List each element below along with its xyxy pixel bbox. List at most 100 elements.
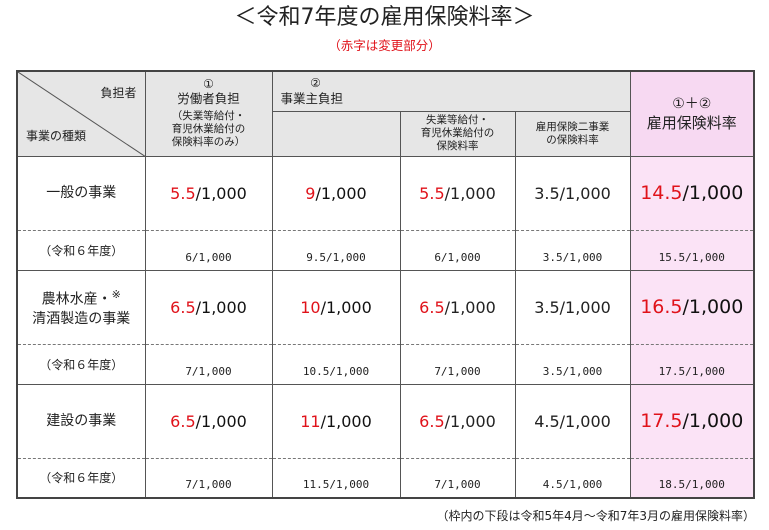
- previous-total-rate: 17.5/1,000: [629, 343, 755, 385]
- rate-table: 負担者 事業の種類 ① 労働者負担 （失業等給付・ 育児休業給付の 保険料率のみ…: [16, 70, 756, 499]
- previous-total-rate: 18.5/1,000: [629, 457, 755, 499]
- worker-rate: 6.5/1,000: [144, 383, 273, 459]
- previous-sub1-rate: 7/1,000: [399, 343, 516, 385]
- worker-rate-suffix: /1,000: [195, 411, 247, 431]
- category-cell: 農林水産・※ 清酒製造の事業: [16, 269, 146, 345]
- employer-sub2-rate: 3.5/1,000: [514, 155, 631, 231]
- sub1-rate-suffix: /1,000: [444, 411, 496, 431]
- sub1-rate-changed: 6.5: [419, 411, 445, 431]
- corner-payer-label: 負担者: [100, 86, 137, 100]
- worker-rate: 6.5/1,000: [144, 269, 273, 345]
- worker-note-line3: 保険料率のみ）: [171, 136, 246, 149]
- previous-employer-rate: 11.5/1,000: [271, 457, 401, 499]
- employer-header: ② 事業主負担: [271, 70, 631, 112]
- previous-year-label: （令和６年度）: [16, 229, 146, 271]
- employer-sub2-rate: 3.5/1,000: [514, 269, 631, 345]
- page-title: ＜令和7年度の雇用保険料率＞: [234, 5, 535, 30]
- corner-header: 負担者 事業の種類: [16, 70, 146, 157]
- employer-rate-changed: 11: [300, 411, 321, 431]
- worker-rate-changed: 6.5: [170, 411, 196, 431]
- worker-note-line2: 育児休業給付の: [171, 123, 246, 136]
- total-rate-changed: 17.5: [640, 410, 683, 432]
- worker-rate: 5.5/1,000: [144, 155, 273, 231]
- employer-sub1-rate: 6.5/1,000: [399, 269, 516, 345]
- previous-sub2-rate: 4.5/1,000: [514, 457, 631, 499]
- diagonal-line-icon: [18, 72, 146, 157]
- category-label: 建設の事業: [46, 413, 117, 429]
- category-cell: 一般の事業: [16, 155, 146, 231]
- total-rate: 14.5/1,000: [629, 155, 755, 231]
- category-label: 農林水産・: [41, 291, 112, 308]
- total-rate-changed: 16.5: [640, 296, 683, 318]
- previous-total-rate: 15.5/1,000: [629, 229, 755, 271]
- worker-rate-changed: 5.5: [170, 183, 196, 203]
- employer-rate-changed: 10: [300, 297, 321, 317]
- total-rate: 16.5/1,000: [629, 269, 755, 345]
- worker-rate-suffix: /1,000: [195, 297, 247, 317]
- previous-year-label: （令和６年度）: [16, 457, 146, 499]
- total-rate-suffix: /1,000: [682, 296, 744, 318]
- previous-employer-rate: 9.5/1,000: [271, 229, 401, 271]
- previous-worker-rate: 6/1,000: [144, 229, 273, 271]
- table-row: 建設の事業 6.5/1,000 11/1,000 6.5/1,000 4.5/1…: [16, 383, 755, 459]
- employer-rate: 11/1,000: [271, 383, 401, 459]
- header-subrow: 失業等給付・ 育児休業給付の 保険料率 雇用保険二事業 の保険料率: [17, 110, 754, 157]
- employer-number: ②: [310, 75, 321, 90]
- employer-sub2-rate: 4.5/1,000: [514, 383, 631, 459]
- total-rate-changed: 14.5: [640, 182, 683, 204]
- previous-employer-rate: 10.5/1,000: [271, 343, 401, 385]
- table-row-previous: （令和６年度） 7/1,000 10.5/1,000 7/1,000 3.5/1…: [16, 343, 755, 385]
- total-header: ①＋② 雇用保険料率: [629, 70, 755, 157]
- corner-business-label: 事業の種類: [26, 128, 87, 143]
- worker-rate-changed: 6.5: [170, 297, 196, 317]
- employer-rate-suffix: /1,000: [315, 183, 367, 203]
- employer-rate: 9/1,000: [271, 155, 401, 231]
- employer-sub1-rate: 6.5/1,000: [399, 383, 516, 459]
- previous-sub1-rate: 7/1,000: [399, 457, 516, 499]
- table-row-previous: （令和６年度） 7/1,000 11.5/1,000 7/1,000 4.5/1…: [16, 457, 755, 499]
- page-subtitle: （赤字は変更部分）: [328, 38, 441, 53]
- employer-rate: 10/1,000: [271, 269, 401, 345]
- worker-header: ① 労働者負担 （失業等給付・ 育児休業給付の 保険料率のみ）: [144, 70, 273, 157]
- worker-rate-suffix: /1,000: [195, 183, 247, 203]
- sub1-line2: 育児休業給付の: [420, 127, 495, 139]
- previous-sub2-rate: 3.5/1,000: [514, 343, 631, 385]
- total-label: 雇用保険料率: [646, 113, 737, 132]
- employer-sub2-header: 雇用保険二事業 の保険料率: [514, 110, 631, 157]
- employer-rate-changed: 9: [305, 183, 316, 203]
- category-note-mark: ※: [111, 287, 121, 301]
- sub1-line3: 保険料率: [436, 140, 479, 152]
- sub2-line1: 雇用保険二事業: [535, 120, 610, 133]
- total-rate-suffix: /1,000: [682, 182, 744, 204]
- previous-sub1-rate: 6/1,000: [399, 229, 516, 271]
- employer-sub1-header: 失業等給付・ 育児休業給付の 保険料率: [399, 110, 516, 157]
- category-label-line2: 清酒製造の事業: [32, 311, 131, 328]
- employer-sub1-rate: 5.5/1,000: [399, 155, 516, 231]
- employer-label: 事業主負担: [280, 90, 344, 106]
- employer-rate-suffix: /1,000: [320, 411, 372, 431]
- total-rate: 17.5/1,000: [629, 383, 755, 459]
- worker-note: （失業等給付・ 育児休業給付の 保険料率のみ）: [146, 110, 272, 149]
- worker-number: ①: [203, 77, 214, 92]
- sub1-rate-changed: 5.5: [419, 183, 445, 203]
- footnote: （枠内の下段は令和5年4月～令和7年3月の雇用保険料率）: [436, 509, 755, 523]
- header-row: 負担者 事業の種類 ① 労働者負担 （失業等給付・ 育児休業給付の 保険料率のみ…: [16, 70, 755, 157]
- previous-sub2-rate: 3.5/1,000: [514, 229, 631, 271]
- sub1-rate-changed: 6.5: [419, 297, 445, 317]
- category-label: 一般の事業: [46, 185, 117, 201]
- sub2-line2: の保険料率: [546, 133, 599, 146]
- employer-rate-suffix: /1,000: [320, 297, 372, 317]
- sub1-rate-suffix: /1,000: [444, 297, 496, 317]
- table-row: 一般の事業 5.5/1,000 9/1,000 5.5/1,000 3.5/1,…: [16, 155, 755, 231]
- previous-year-label: （令和６年度）: [16, 343, 146, 385]
- sub1-rate-suffix: /1,000: [444, 183, 496, 203]
- table-row: 農林水産・※ 清酒製造の事業 6.5/1,000 10/1,000 6.5/1,…: [16, 269, 755, 345]
- previous-worker-rate: 7/1,000: [144, 343, 273, 385]
- worker-label: 労働者負担: [177, 91, 240, 107]
- sub1-line1: 失業等給付・: [426, 114, 489, 126]
- worker-note-line1: （失業等給付・: [171, 110, 246, 123]
- employer-blank-cell: [271, 110, 401, 157]
- total-rate-suffix: /1,000: [682, 410, 744, 432]
- category-cell: 建設の事業: [16, 383, 146, 459]
- previous-worker-rate: 7/1,000: [144, 457, 273, 499]
